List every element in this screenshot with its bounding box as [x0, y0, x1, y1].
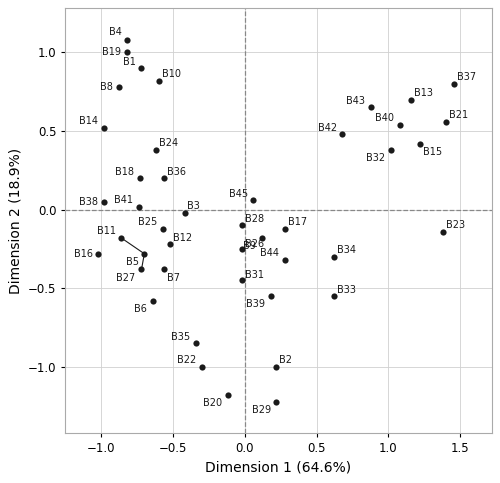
Point — [258, 234, 266, 242]
Point — [266, 292, 274, 300]
Point — [281, 225, 289, 232]
Text: B43: B43 — [346, 96, 366, 106]
Text: B14: B14 — [80, 116, 98, 127]
Point — [367, 103, 375, 111]
Point — [238, 277, 246, 284]
Text: B41: B41 — [114, 195, 133, 205]
Text: B2: B2 — [280, 355, 292, 366]
Point — [140, 250, 148, 257]
Text: B38: B38 — [80, 197, 98, 207]
Point — [152, 146, 160, 154]
Point — [123, 36, 131, 43]
Point — [250, 197, 258, 204]
Text: B10: B10 — [162, 69, 180, 79]
Text: B9: B9 — [244, 241, 256, 251]
Text: B20: B20 — [202, 398, 222, 409]
Point — [408, 96, 416, 103]
Text: B27: B27 — [116, 272, 136, 283]
Text: B22: B22 — [177, 355, 196, 366]
Text: B12: B12 — [173, 233, 192, 243]
Point — [123, 48, 131, 56]
Text: B42: B42 — [318, 123, 336, 133]
Text: B17: B17 — [288, 217, 307, 227]
Text: B34: B34 — [336, 245, 355, 256]
Point — [160, 266, 168, 273]
Text: B32: B32 — [366, 153, 386, 163]
Point — [100, 124, 108, 132]
Point — [272, 363, 280, 371]
Point — [114, 83, 122, 91]
Text: B26: B26 — [245, 239, 264, 249]
Text: B19: B19 — [102, 47, 122, 57]
Y-axis label: Dimension 2 (18.9%): Dimension 2 (18.9%) — [8, 148, 22, 294]
Text: B40: B40 — [375, 113, 394, 123]
Point — [192, 340, 200, 347]
Text: B33: B33 — [336, 284, 355, 295]
Point — [166, 241, 174, 248]
Text: B21: B21 — [448, 110, 468, 120]
Point — [138, 64, 145, 72]
Point — [396, 121, 404, 128]
Point — [94, 250, 102, 257]
X-axis label: Dimension 1 (64.6%): Dimension 1 (64.6%) — [206, 461, 352, 475]
Point — [159, 225, 167, 232]
Text: B8: B8 — [100, 82, 113, 92]
Point — [238, 245, 246, 253]
Text: B7: B7 — [168, 272, 180, 283]
Text: B18: B18 — [116, 167, 134, 177]
Point — [281, 256, 289, 264]
Text: B1: B1 — [123, 57, 136, 67]
Text: B16: B16 — [74, 249, 92, 259]
Point — [154, 77, 162, 85]
Point — [442, 118, 450, 126]
Text: B39: B39 — [246, 299, 265, 310]
Text: B44: B44 — [260, 248, 280, 258]
Text: B45: B45 — [228, 189, 248, 199]
Point — [224, 391, 232, 399]
Point — [272, 398, 280, 406]
Text: B25: B25 — [138, 217, 158, 227]
Text: B13: B13 — [414, 88, 433, 98]
Point — [387, 146, 395, 154]
Text: B4: B4 — [108, 27, 122, 37]
Text: B24: B24 — [158, 138, 178, 148]
Point — [416, 140, 424, 147]
Point — [439, 228, 447, 236]
Point — [338, 130, 346, 138]
Text: B28: B28 — [245, 214, 264, 224]
Text: B31: B31 — [245, 270, 264, 281]
Point — [238, 222, 246, 229]
Point — [330, 253, 338, 261]
Point — [180, 209, 188, 217]
Text: B29: B29 — [252, 405, 270, 415]
Text: B15: B15 — [423, 147, 442, 157]
Text: B5: B5 — [126, 257, 138, 267]
Text: B36: B36 — [168, 167, 186, 177]
Text: B35: B35 — [171, 332, 190, 342]
Point — [330, 292, 338, 300]
Text: B23: B23 — [446, 220, 465, 230]
Point — [136, 174, 144, 182]
Point — [134, 203, 142, 211]
Point — [149, 297, 157, 305]
Point — [160, 174, 168, 182]
Text: B37: B37 — [457, 72, 476, 82]
Point — [138, 266, 145, 273]
Point — [118, 234, 126, 242]
Text: B3: B3 — [188, 201, 200, 211]
Point — [450, 80, 458, 88]
Point — [198, 363, 206, 371]
Point — [100, 198, 108, 206]
Text: B11: B11 — [96, 227, 116, 237]
Text: B6: B6 — [134, 304, 147, 314]
